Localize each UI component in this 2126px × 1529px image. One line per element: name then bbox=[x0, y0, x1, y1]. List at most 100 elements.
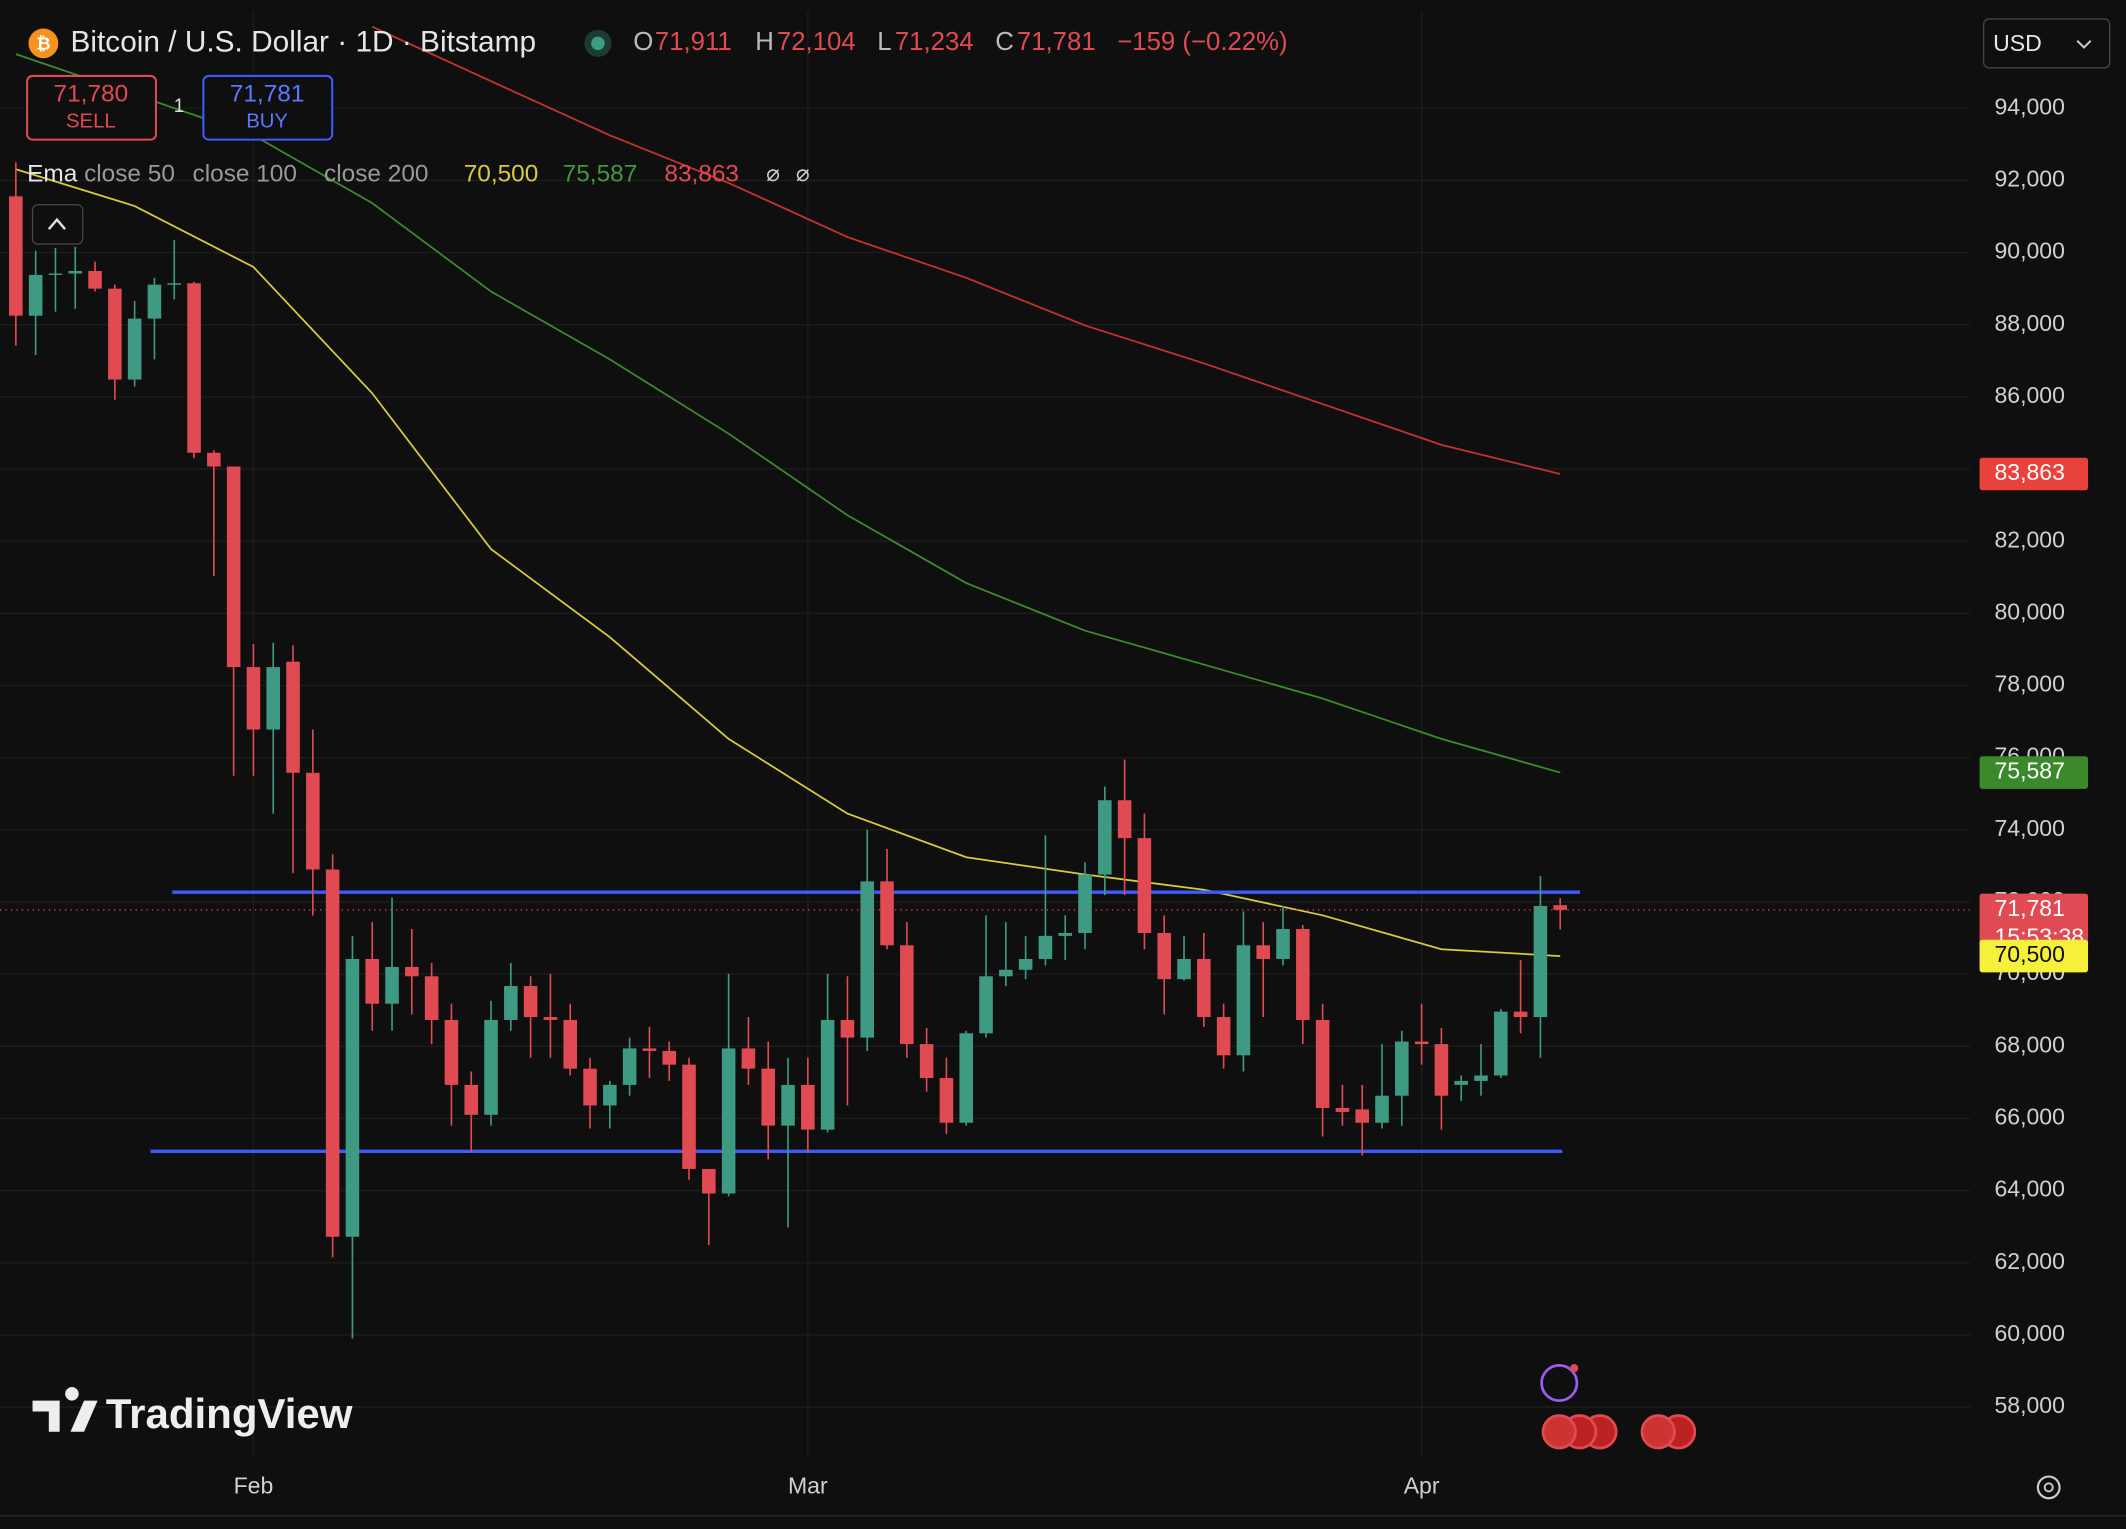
buy-button[interactable]: 71,781 BUY bbox=[202, 74, 334, 141]
sell-label[interactable]: SELL bbox=[66, 110, 116, 132]
chart-title: Bitcoin / U.S. Dollar · 1D · Bitstamp bbox=[71, 25, 537, 58]
candle-body bbox=[28, 274, 43, 316]
candle-body bbox=[1474, 1075, 1488, 1081]
collapse-button[interactable] bbox=[31, 204, 84, 245]
y-tick-label: 80,000 bbox=[1994, 598, 2064, 624]
candle-body bbox=[464, 1084, 479, 1115]
candle-body bbox=[959, 1033, 974, 1123]
candle-body bbox=[622, 1048, 637, 1085]
candle-body bbox=[325, 869, 340, 1237]
candle-body bbox=[187, 283, 201, 453]
candle-body bbox=[761, 1068, 776, 1126]
ema-line bbox=[15, 168, 1561, 957]
currency-box[interactable] bbox=[1982, 18, 2111, 69]
indicator-name: Ema bbox=[27, 160, 78, 187]
ema-line bbox=[15, 53, 1561, 774]
sell-box[interactable] bbox=[26, 74, 157, 141]
brand-logo bbox=[32, 1387, 98, 1432]
settings-icon[interactable] bbox=[2036, 1475, 2061, 1500]
y-tick-label: 86,000 bbox=[1994, 382, 2064, 408]
candle-body bbox=[405, 966, 419, 977]
candle-body bbox=[563, 1019, 578, 1069]
candle-body bbox=[1197, 958, 1211, 1018]
candle-body bbox=[306, 772, 320, 870]
flag-icon[interactable] bbox=[1541, 1414, 1577, 1450]
candle-body bbox=[583, 1068, 597, 1106]
candle-body bbox=[246, 667, 261, 730]
candle-body bbox=[504, 986, 518, 1020]
candle-body bbox=[48, 273, 63, 275]
candle-body bbox=[1157, 932, 1172, 980]
y-tick-label: 90,000 bbox=[1994, 238, 2064, 264]
candle-body bbox=[1216, 1017, 1231, 1056]
candle-body bbox=[147, 284, 162, 319]
buy-price[interactable]: 71,781 bbox=[230, 80, 305, 107]
candle-body bbox=[919, 1044, 934, 1079]
legend-value: 83,863 bbox=[664, 160, 739, 187]
candle-body bbox=[1018, 958, 1033, 970]
brand-name: TradingView bbox=[106, 1390, 353, 1437]
candle-body bbox=[1038, 935, 1053, 959]
buy-label[interactable]: BUY bbox=[246, 110, 288, 132]
candle-body bbox=[1414, 1041, 1429, 1045]
sell-button[interactable]: 71,780 SELL bbox=[26, 74, 157, 141]
candle-body bbox=[1375, 1095, 1389, 1123]
candle-body bbox=[1454, 1080, 1469, 1085]
currency-select[interactable]: USD bbox=[1982, 18, 2111, 69]
candle-body bbox=[721, 1048, 736, 1194]
currency-caret[interactable] bbox=[2076, 39, 2092, 49]
candle-body bbox=[444, 1019, 459, 1085]
candle-body bbox=[880, 881, 894, 946]
x-tick-label: Apr bbox=[1404, 1472, 1440, 1498]
event-badge bbox=[1570, 1364, 1579, 1373]
candle-body bbox=[1276, 929, 1290, 959]
candle-body bbox=[9, 196, 23, 316]
legend-entry: close 100 bbox=[193, 160, 297, 187]
candle-body bbox=[1137, 838, 1152, 933]
candle-body bbox=[385, 966, 399, 1004]
ohlc-value: 71,781 bbox=[1017, 28, 1096, 56]
y-tick-label: 74,000 bbox=[1994, 815, 2064, 841]
hidden-value: ⌀ bbox=[766, 160, 780, 186]
event-icon[interactable] bbox=[1540, 1364, 1579, 1402]
buy-box[interactable] bbox=[202, 74, 334, 141]
candle-body bbox=[127, 318, 142, 380]
candle-body bbox=[662, 1050, 677, 1065]
sell-price[interactable]: 71,780 bbox=[54, 80, 129, 107]
candle-body bbox=[266, 667, 281, 730]
price-tag bbox=[1979, 457, 2089, 491]
candle-body bbox=[365, 958, 380, 1004]
candle-body bbox=[1315, 1019, 1330, 1108]
ema-line bbox=[371, 25, 1561, 475]
ohlc-label: L bbox=[877, 28, 891, 56]
change: −159 (−0.22%) bbox=[1117, 28, 1287, 56]
quantity: 1 bbox=[174, 96, 185, 117]
economic-events[interactable] bbox=[1541, 1414, 1697, 1450]
candle-body bbox=[741, 1048, 756, 1069]
y-tick-label: 60,000 bbox=[1994, 1320, 2064, 1346]
candle-body bbox=[1078, 874, 1092, 933]
flag-icon[interactable] bbox=[1640, 1414, 1676, 1450]
candle-body bbox=[286, 661, 300, 773]
legend-entry: close 50 bbox=[84, 160, 175, 187]
ohlc-label: C bbox=[995, 28, 1014, 56]
currency[interactable]: USD bbox=[1993, 30, 2042, 56]
candle-body bbox=[1395, 1041, 1409, 1096]
candle-body bbox=[781, 1084, 795, 1126]
collapse-icon[interactable] bbox=[47, 217, 67, 230]
settings-button[interactable] bbox=[2036, 1475, 2061, 1500]
y-tick-label: 82,000 bbox=[1994, 526, 2064, 552]
settings-icon-core[interactable] bbox=[2043, 1482, 2054, 1493]
hidden-value: ⌀ bbox=[796, 160, 810, 186]
candle-body bbox=[1553, 905, 1567, 910]
y-tick-label: 58,000 bbox=[1994, 1392, 2064, 1418]
collapse-box[interactable] bbox=[31, 204, 84, 245]
candle-body bbox=[682, 1064, 696, 1169]
candle-body bbox=[860, 881, 875, 1038]
candle-body bbox=[603, 1084, 617, 1106]
candle-body bbox=[999, 969, 1013, 977]
candle-body bbox=[820, 1019, 835, 1130]
price-tag bbox=[1979, 756, 2089, 789]
